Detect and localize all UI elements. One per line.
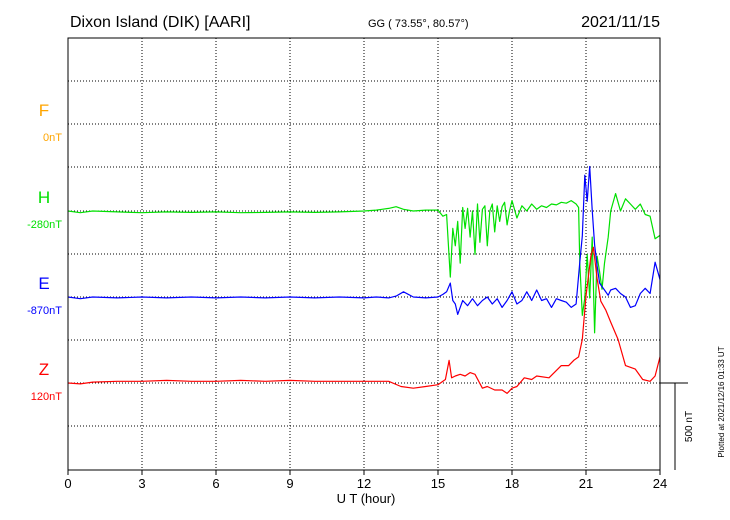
series-line-z bbox=[67, 246, 661, 394]
scale-label: 500 nT bbox=[684, 411, 695, 442]
x-tick-label: 12 bbox=[357, 476, 371, 491]
chart-date: 2021/11/15 bbox=[581, 14, 660, 31]
x-tick-label: 6 bbox=[212, 476, 219, 491]
x-tick-label: 15 bbox=[431, 476, 445, 491]
chart-station-title: Dixon Island (DIK) [AARI] bbox=[70, 14, 251, 31]
series-layer bbox=[67, 165, 661, 394]
component-letter-h: H bbox=[38, 188, 50, 207]
component-letter-e: E bbox=[38, 274, 49, 293]
x-tick-label: 0 bbox=[64, 476, 71, 491]
component-baseline-h: -280nT bbox=[27, 219, 62, 231]
scale-bar: 500 nT bbox=[660, 382, 695, 470]
series-line-e bbox=[67, 165, 661, 315]
chart-coordinates: GG ( 73.55°, 80.57°) bbox=[368, 18, 469, 30]
plotted-timestamp: Plotted at 2021/12/16 01:33 UT bbox=[717, 346, 726, 457]
component-baseline-f: 0nT bbox=[43, 132, 62, 144]
component-baseline-z: 120nT bbox=[31, 391, 62, 403]
x-axis-ticks: 0 3 6 9 12 15 18 21 24 bbox=[64, 470, 667, 491]
x-tick-label: 24 bbox=[653, 476, 667, 491]
x-axis-title: U T (hour) bbox=[337, 491, 396, 506]
component-letter-z: Z bbox=[39, 360, 49, 379]
component-labels: F 0nT H -280nT E -870nT Z 120nT bbox=[27, 101, 62, 403]
x-tick-label: 3 bbox=[138, 476, 145, 491]
grid-lines bbox=[68, 38, 660, 470]
x-tick-label: 18 bbox=[505, 476, 519, 491]
x-tick-label: 9 bbox=[286, 476, 293, 491]
component-letter-f: F bbox=[39, 101, 49, 120]
series-line-h bbox=[67, 193, 661, 334]
x-tick-label: 21 bbox=[579, 476, 593, 491]
component-baseline-e: -870nT bbox=[27, 305, 62, 317]
